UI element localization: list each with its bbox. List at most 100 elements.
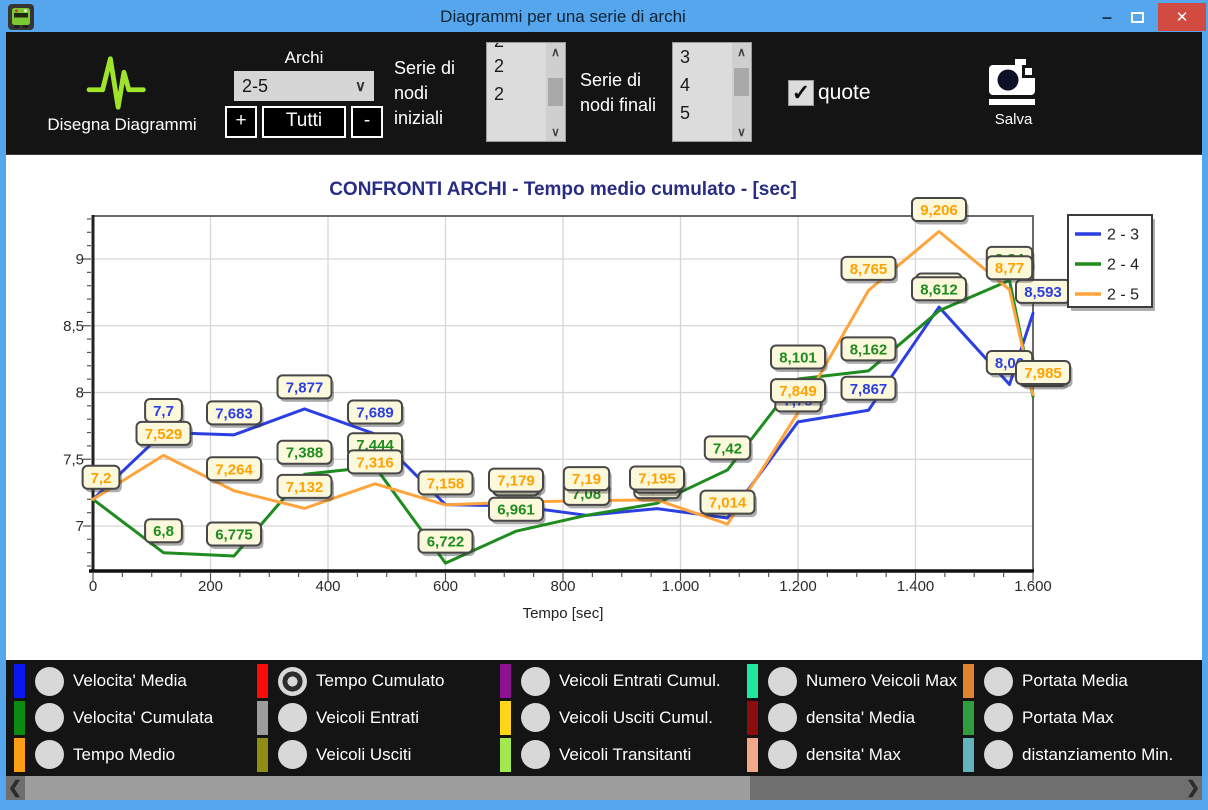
metric-label: Numero Veicoli Max	[806, 671, 958, 691]
scroll-right-icon[interactable]: ❯	[1185, 778, 1201, 797]
metric-label: densita' Max	[806, 744, 901, 764]
metric-option-velocita-cumulata[interactable]: Velocita' Cumulata	[14, 700, 257, 737]
y-tick-label: 9	[76, 251, 84, 268]
metric-option-veicoli-transitanti[interactable]: Veicoli Transitanti	[500, 736, 747, 773]
data-label: 7,529	[135, 420, 193, 449]
list-item-partial[interactable]: 2	[494, 43, 546, 52]
metric-radio-densita-max[interactable]	[768, 740, 797, 770]
data-label: 7,877	[276, 374, 334, 402]
svg-text:7,316: 7,316	[356, 454, 394, 471]
draw-diagrams-button[interactable]: Disegna Diagrammi	[16, 36, 228, 150]
data-label: 8,765	[840, 255, 898, 284]
metric-radio-veicoli-entrati-cumul[interactable]	[521, 666, 550, 696]
metric-radio-veicoli-transitanti[interactable]	[521, 740, 550, 770]
chart-panel: 0 200 400 600 800 1.000 1.200 1.400 1.600 7 7,5 8 8,…	[6, 154, 1202, 660]
metric-color-bar	[963, 700, 974, 735]
metric-radio-veicoli-usciti[interactable]	[278, 740, 307, 770]
scroll-thumb[interactable]	[548, 78, 563, 106]
svg-text:9,206: 9,206	[920, 202, 958, 219]
metric-radio-velocita-cumulata[interactable]	[35, 703, 64, 733]
horizontal-scrollbar[interactable]: ❮ ❯	[6, 776, 1202, 800]
quote-checkbox[interactable]: ✓	[788, 80, 814, 106]
nodi-finali-scrollbar[interactable]: ∧ ∨	[732, 43, 751, 141]
window-title: Diagrammi per una serie di archi	[440, 7, 686, 26]
quote-checkbox-group[interactable]: ✓ quote	[788, 36, 871, 150]
metric-option-veicoli-usciti[interactable]: Veicoli Usciti	[257, 736, 500, 773]
archi-minus-button[interactable]: -	[351, 106, 383, 138]
scroll-up-icon[interactable]: ∧	[551, 45, 560, 59]
svg-text:7,867: 7,867	[850, 381, 888, 398]
list-item[interactable]: 4	[680, 75, 691, 95]
metric-radio-velocita-media[interactable]	[35, 666, 64, 696]
metric-option-veicoli-entrati[interactable]: Veicoli Entrati	[257, 700, 500, 737]
list-item[interactable]: 2	[494, 56, 505, 76]
archi-dropdown[interactable]: 2-5 ∨	[234, 71, 374, 101]
metric-option-numero-veicoli-max[interactable]: Numero Veicoli Max	[747, 663, 963, 700]
svg-text:8,162: 8,162	[850, 341, 888, 358]
svg-text:7,132: 7,132	[286, 479, 324, 496]
data-label: 8,593	[1015, 278, 1073, 307]
legend-entry: 2 - 5	[1107, 287, 1139, 304]
metric-radio-tempo-medio[interactable]	[35, 740, 64, 770]
data-label: 7,985	[1015, 360, 1073, 388]
data-label: 7,179	[488, 467, 546, 496]
scroll-up-icon[interactable]: ∧	[737, 45, 746, 59]
nodi-iniziali-listbox[interactable]: 2 2 2 ∧ ∨	[486, 42, 566, 142]
axis-ticks	[83, 218, 1034, 581]
list-item[interactable]: 2	[494, 84, 505, 104]
archi-label: Archi	[284, 48, 324, 67]
camera-icon	[988, 58, 1035, 105]
metric-radio-numero-veicoli-max[interactable]	[768, 666, 797, 696]
metric-radio-densita-media[interactable]	[768, 703, 797, 733]
nodi-finali-listbox[interactable]: 3 4 5 ∧ ∨	[672, 42, 752, 142]
metric-radio-portata-max[interactable]	[984, 703, 1013, 733]
archi-tutti-button[interactable]: Tutti	[262, 106, 346, 138]
x-tick-label: 600	[433, 578, 458, 595]
svg-text:7,2: 7,2	[91, 470, 112, 487]
close-button[interactable]: ✕	[1158, 3, 1206, 31]
metric-label: Veicoli Usciti	[316, 744, 412, 764]
scroll-thumb[interactable]	[734, 68, 749, 96]
save-button[interactable]: Salva	[988, 36, 1039, 150]
metric-option-tempo-cumulato[interactable]: Tempo Cumulato	[257, 663, 500, 700]
metric-radio-tempo-cumulato[interactable]	[278, 666, 307, 696]
legend-entry: 2 - 4	[1107, 257, 1139, 274]
list-item[interactable]: 5	[680, 103, 691, 123]
metric-radio-veicoli-usciti-cumul[interactable]	[521, 703, 550, 733]
scrollbar-thumb[interactable]	[25, 776, 750, 800]
metric-color-bar	[747, 664, 758, 699]
nodi-finali-label: Serie di nodi finali	[580, 70, 657, 115]
metric-color-bar	[257, 737, 268, 772]
metric-radio-veicoli-entrati[interactable]	[278, 703, 307, 733]
svg-text:6,8: 6,8	[153, 523, 174, 540]
metric-color-bar	[963, 737, 974, 772]
data-label: 6,961	[488, 496, 546, 525]
list-item[interactable]: 3	[680, 47, 691, 67]
metric-option-portata-max[interactable]: Portata Max	[963, 700, 1202, 737]
data-label: 8,612	[911, 276, 969, 304]
metric-radio-distanziamento-min[interactable]	[984, 740, 1013, 770]
scroll-left-icon[interactable]: ❮	[7, 778, 23, 797]
scroll-down-icon[interactable]: ∨	[737, 125, 746, 139]
data-labels-2-5: 7,2 7,529 7,264 7,132 7,316 7,158 7,179 7,19 7,1…	[81, 196, 1073, 518]
metric-option-distanziamento-min[interactable]: distanziamento Min.	[963, 736, 1202, 773]
metric-option-portata-media[interactable]: Portata Media	[963, 663, 1202, 700]
nodi-iniziali-scrollbar[interactable]: ∧ ∨	[546, 43, 565, 141]
metric-option-veicoli-usciti-cumul[interactable]: Veicoli Usciti Cumul.	[500, 700, 747, 737]
window-content: Disegna Diagrammi Archi 2-5 ∨ + Tutti - …	[6, 32, 1202, 800]
metric-label: Veicoli Entrati	[316, 707, 419, 727]
svg-text:7,683: 7,683	[215, 405, 253, 422]
metric-option-densita-media[interactable]: densita' Media	[747, 700, 963, 737]
data-label: 8,101	[770, 344, 828, 373]
bus-icon	[8, 4, 34, 30]
metric-option-velocita-media[interactable]: Velocita' Media	[14, 663, 257, 700]
scroll-down-icon[interactable]: ∨	[551, 125, 560, 139]
metric-radio-portata-media[interactable]	[984, 666, 1013, 696]
chart-title: CONFRONTI ARCHI - Tempo medio cumulato -…	[329, 179, 797, 200]
metric-option-veicoli-entrati-cumul[interactable]: Veicoli Entrati Cumul.	[500, 663, 747, 700]
metric-option-densita-max[interactable]: densita' Max	[747, 736, 963, 773]
minimize-button[interactable]: –	[1101, 7, 1112, 27]
maximize-button[interactable]	[1122, 11, 1152, 23]
metric-option-tempo-medio[interactable]: Tempo Medio	[14, 736, 257, 773]
archi-plus-button[interactable]: +	[225, 106, 257, 138]
